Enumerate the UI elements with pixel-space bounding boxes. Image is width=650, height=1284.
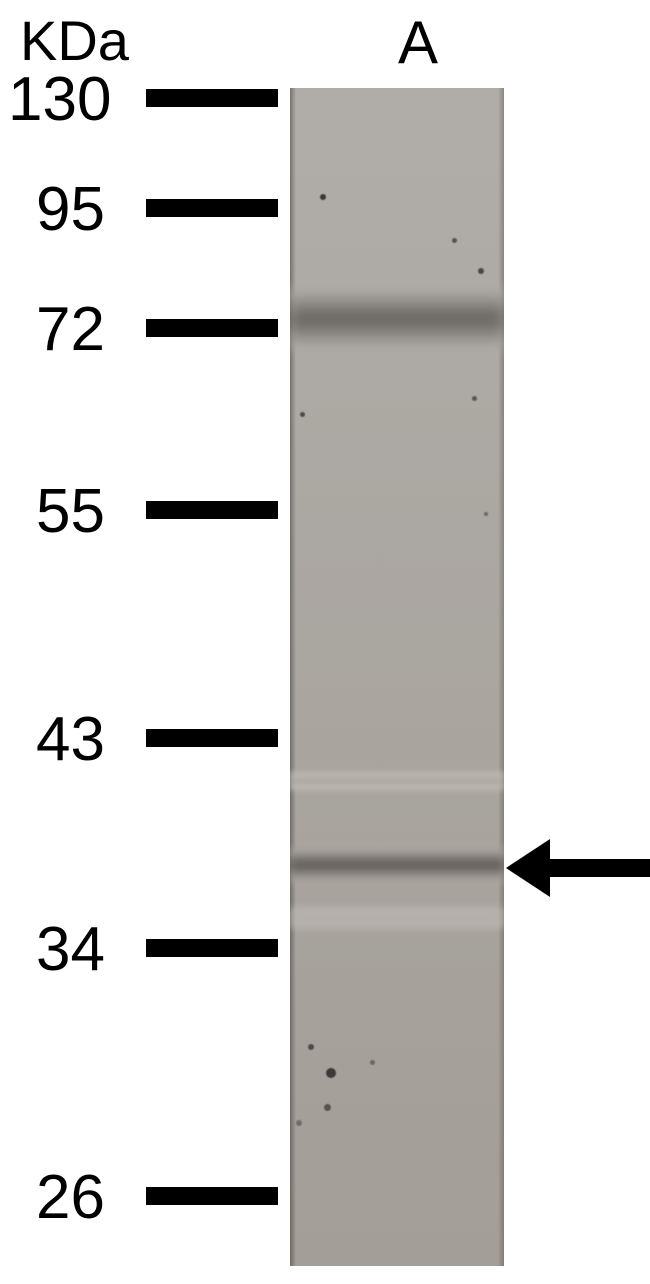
- blot-lane: [290, 88, 504, 1266]
- lane-label-a: A: [398, 8, 438, 77]
- marker-tick-43: [146, 729, 278, 747]
- marker-label-34: 34: [36, 914, 105, 985]
- speck: [452, 238, 457, 243]
- speck: [296, 1120, 302, 1126]
- speck: [308, 1044, 314, 1050]
- speck: [478, 268, 484, 274]
- marker-tick-95: [146, 199, 278, 217]
- marker-label-95: 95: [36, 174, 105, 245]
- band-0: [290, 288, 504, 350]
- speck: [472, 396, 477, 401]
- marker-tick-26: [146, 1187, 278, 1205]
- blot-figure: KDa A 130957255433426: [0, 0, 650, 1284]
- marker-label-55: 55: [36, 476, 105, 547]
- speck: [484, 512, 488, 516]
- marker-label-72: 72: [36, 294, 105, 365]
- speck: [324, 1104, 331, 1111]
- band-3: [290, 908, 504, 928]
- marker-label-26: 26: [36, 1162, 105, 1233]
- marker-label-43: 43: [36, 704, 105, 775]
- marker-label-130: 130: [8, 64, 111, 135]
- marker-tick-34: [146, 939, 278, 957]
- arrow-head-icon: [506, 839, 550, 897]
- speck: [320, 194, 326, 200]
- marker-tick-72: [146, 319, 278, 337]
- band-1: [290, 772, 504, 790]
- speck: [326, 1068, 336, 1078]
- speck: [300, 412, 305, 417]
- arrow-shaft: [550, 859, 650, 877]
- band-2: [290, 848, 504, 882]
- marker-tick-55: [146, 501, 278, 519]
- marker-tick-130: [146, 89, 278, 107]
- speck: [370, 1060, 375, 1065]
